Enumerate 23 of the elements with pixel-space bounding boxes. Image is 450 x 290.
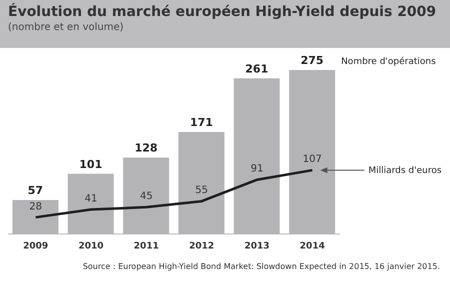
data-label: 275 xyxy=(300,54,324,67)
data-label: 28 xyxy=(29,201,42,212)
data-label: 261 xyxy=(245,62,268,76)
data-label: 57 xyxy=(28,184,44,198)
series-label: Nombre d'opérations xyxy=(341,56,436,67)
data-label: 45 xyxy=(140,191,153,202)
source-note: Source : European High-Yield Bond Market: Slowdown Expected in 2015, 16 janvier 2015. xyxy=(82,262,440,271)
data-label: 91 xyxy=(250,164,264,175)
x-tick-label: 2011 xyxy=(134,241,159,252)
data-label: 41 xyxy=(84,194,98,205)
chart-subtitle: (nombre et en volume) xyxy=(8,22,125,33)
x-tick-label: 2013 xyxy=(244,241,270,252)
data-label: 128 xyxy=(134,142,158,155)
x-tick-label: 2012 xyxy=(189,241,214,252)
data-label: 107 xyxy=(302,154,322,166)
chart-title: Évolution du marché européen High-Yield depuis 2009 xyxy=(8,4,438,20)
data-label: 55 xyxy=(195,185,208,196)
x-tick-label: 2009 xyxy=(23,241,48,252)
data-label: 171 xyxy=(190,116,213,130)
x-tick-label: 2014 xyxy=(300,241,325,252)
data-label: 101 xyxy=(79,158,102,171)
text: Milliards d'euros xyxy=(368,166,442,176)
x-tick-label: 2010 xyxy=(78,241,104,252)
